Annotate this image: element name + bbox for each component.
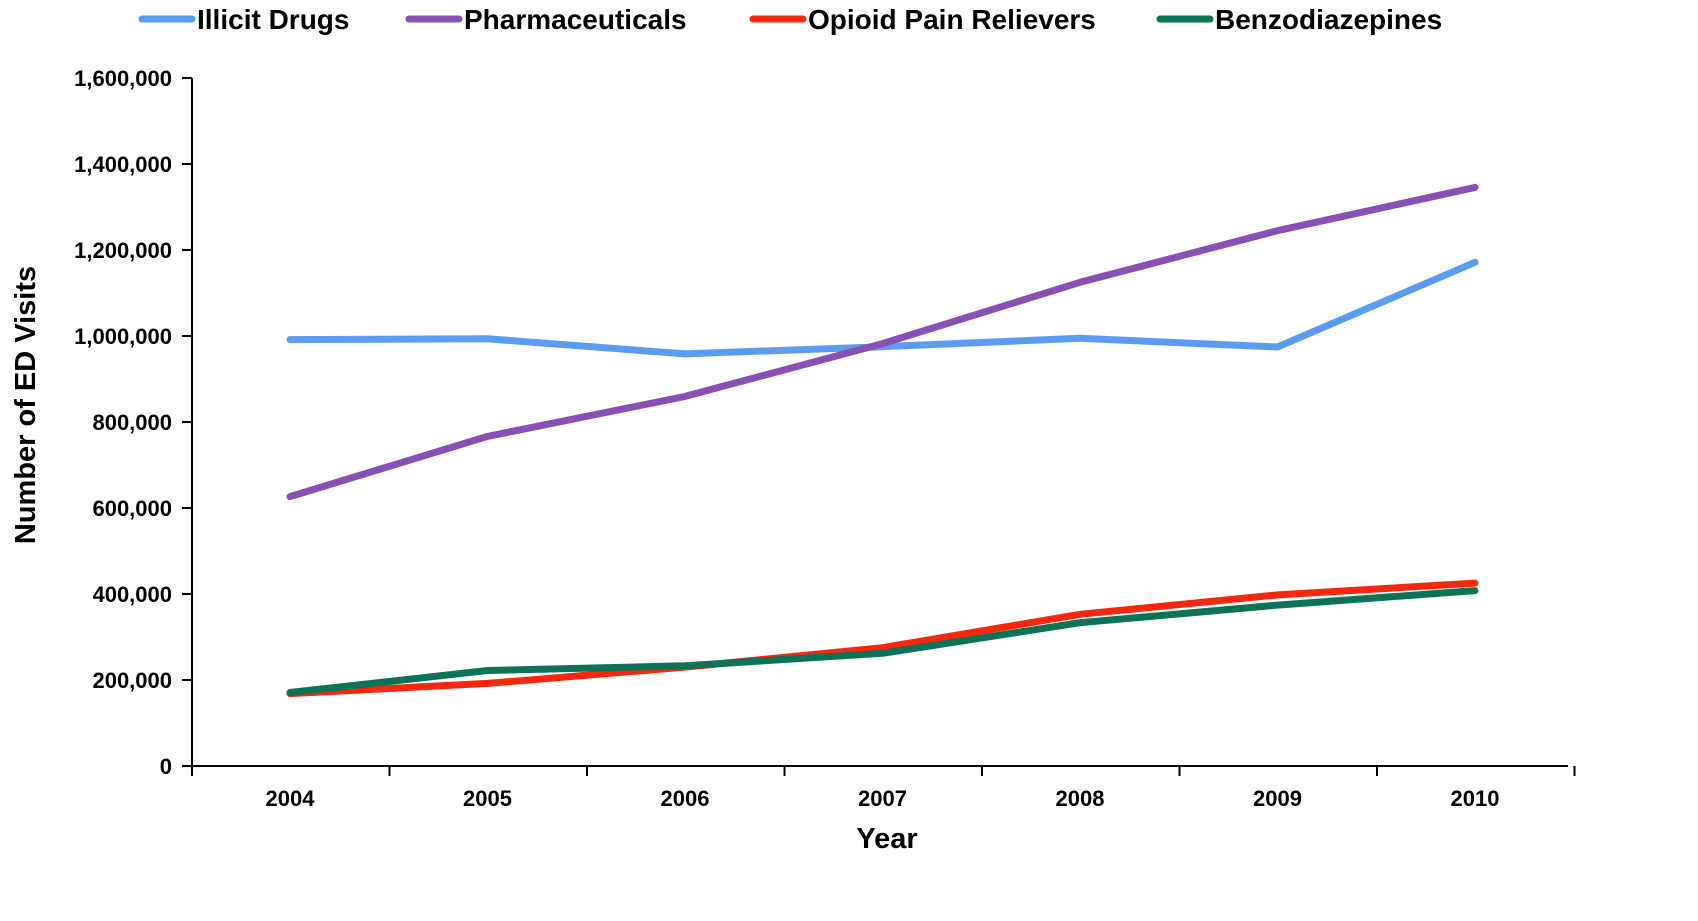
x-axis-title: Year — [856, 823, 917, 855]
y-tick-label: 1,000,000 — [74, 324, 172, 349]
y-tick-label: 400,000 — [92, 582, 172, 607]
x-tick-label: 2008 — [1056, 786, 1105, 811]
legend-label-pharmaceuticals: Pharmaceuticals — [464, 4, 687, 35]
y-tick-label: 1,600,000 — [74, 66, 172, 91]
y-axis: 0 200,000 400,000 600,000 800,000 1,000,000 1,… — [74, 66, 193, 779]
y-tick-label: 1,400,000 — [74, 152, 172, 177]
series-line-benzodiazepines — [286, 587, 1479, 696]
x-tick-label: 2004 — [266, 786, 316, 811]
y-tick-label: 200,000 — [92, 668, 172, 693]
x-tick-label: 2009 — [1253, 786, 1302, 811]
x-tick-label: 2010 — [1451, 786, 1500, 811]
y-tick-label: 800,000 — [92, 410, 172, 435]
y-tick-label: 600,000 — [92, 496, 172, 521]
x-axis: 2004 2005 2006 2007 2008 2009 2010 — [191, 765, 1576, 811]
x-tick-label: 2007 — [858, 786, 907, 811]
y-axis-title: Number of ED Visits — [10, 266, 42, 544]
legend: Illicit Drugs Pharmaceuticals Opioid Pain … — [138, 4, 1442, 35]
legend-label-illicit-drugs: Illicit Drugs — [197, 4, 349, 35]
series-line-pharmaceuticals — [286, 183, 1479, 501]
y-tick-label: 1,200,000 — [74, 238, 172, 263]
series-line-opioid-pain-relievers — [286, 579, 1479, 698]
x-tick-label: 2005 — [463, 786, 512, 811]
y-tick-label: 0 — [160, 754, 172, 779]
series-layer — [286, 183, 1479, 698]
x-tick-label: 2006 — [661, 786, 710, 811]
legend-label-opioid-pain-relievers: Opioid Pain Relievers — [808, 4, 1096, 35]
legend-label-benzodiazepines: Benzodiazepines — [1215, 4, 1442, 35]
